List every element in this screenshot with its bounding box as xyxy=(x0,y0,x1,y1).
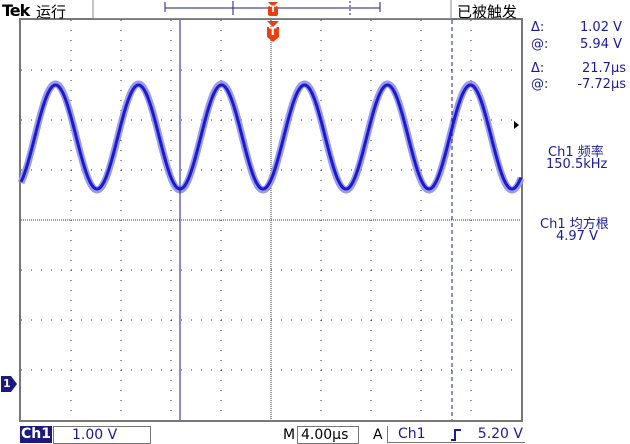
trace-line xyxy=(19,83,523,191)
trigger-status: 已被触发 xyxy=(457,3,518,21)
timebase-box[interactable]: 4.00µs xyxy=(297,426,359,444)
trigger-position-marker xyxy=(267,21,279,42)
volts-per-div: 1.00 V xyxy=(72,427,118,443)
trigger-position-marker-top xyxy=(268,2,278,16)
channel-1-ground-label: 1 xyxy=(3,377,11,390)
volt-delta-symbol: Δ: xyxy=(531,20,545,35)
volt-at-symbol: @: xyxy=(531,37,549,52)
rising-edge-icon xyxy=(451,429,461,441)
measurement-2-label: Ch1 均方根 xyxy=(540,217,609,232)
channel-1-button[interactable]: Ch1 xyxy=(20,426,52,443)
trigger-level-marker xyxy=(514,121,519,129)
volts-per-div-box[interactable]: 1.00 V xyxy=(53,426,151,444)
measurement-1-value: 150.5kHz xyxy=(546,157,608,172)
trigger-marker-label: T xyxy=(269,25,277,38)
brand-logo: Tek xyxy=(2,1,30,20)
graticule xyxy=(19,18,523,422)
volt-at-value: 5.94 V xyxy=(580,37,622,52)
trigger-source: Ch1 xyxy=(398,426,426,442)
trigger-marker-label-top: T xyxy=(270,5,277,15)
measurement-1-label: Ch1 频率 xyxy=(548,145,604,160)
channel-1-ground-marker xyxy=(1,376,17,392)
trigger-level: 5.20 V xyxy=(477,426,523,442)
timebase-prefix: M xyxy=(283,427,296,443)
time-at-symbol: @: xyxy=(531,77,549,92)
graticule-border xyxy=(19,18,523,422)
time-per-div: 4.00µs xyxy=(301,427,349,443)
measurement-2-value: 4.97 V xyxy=(556,229,598,244)
time-delta-symbol: Δ: xyxy=(531,61,545,76)
waveform-trace xyxy=(17,80,525,194)
time-delta-value: 21.7µs xyxy=(582,61,626,76)
trigger-prefix: A xyxy=(373,427,383,443)
volt-delta-value: 1.02 V xyxy=(580,20,622,35)
run-state: 运行 xyxy=(36,3,67,21)
time-at-value: -7.72µs xyxy=(577,77,626,92)
trigger-box[interactable]: Ch1 5.20 V xyxy=(387,426,525,443)
